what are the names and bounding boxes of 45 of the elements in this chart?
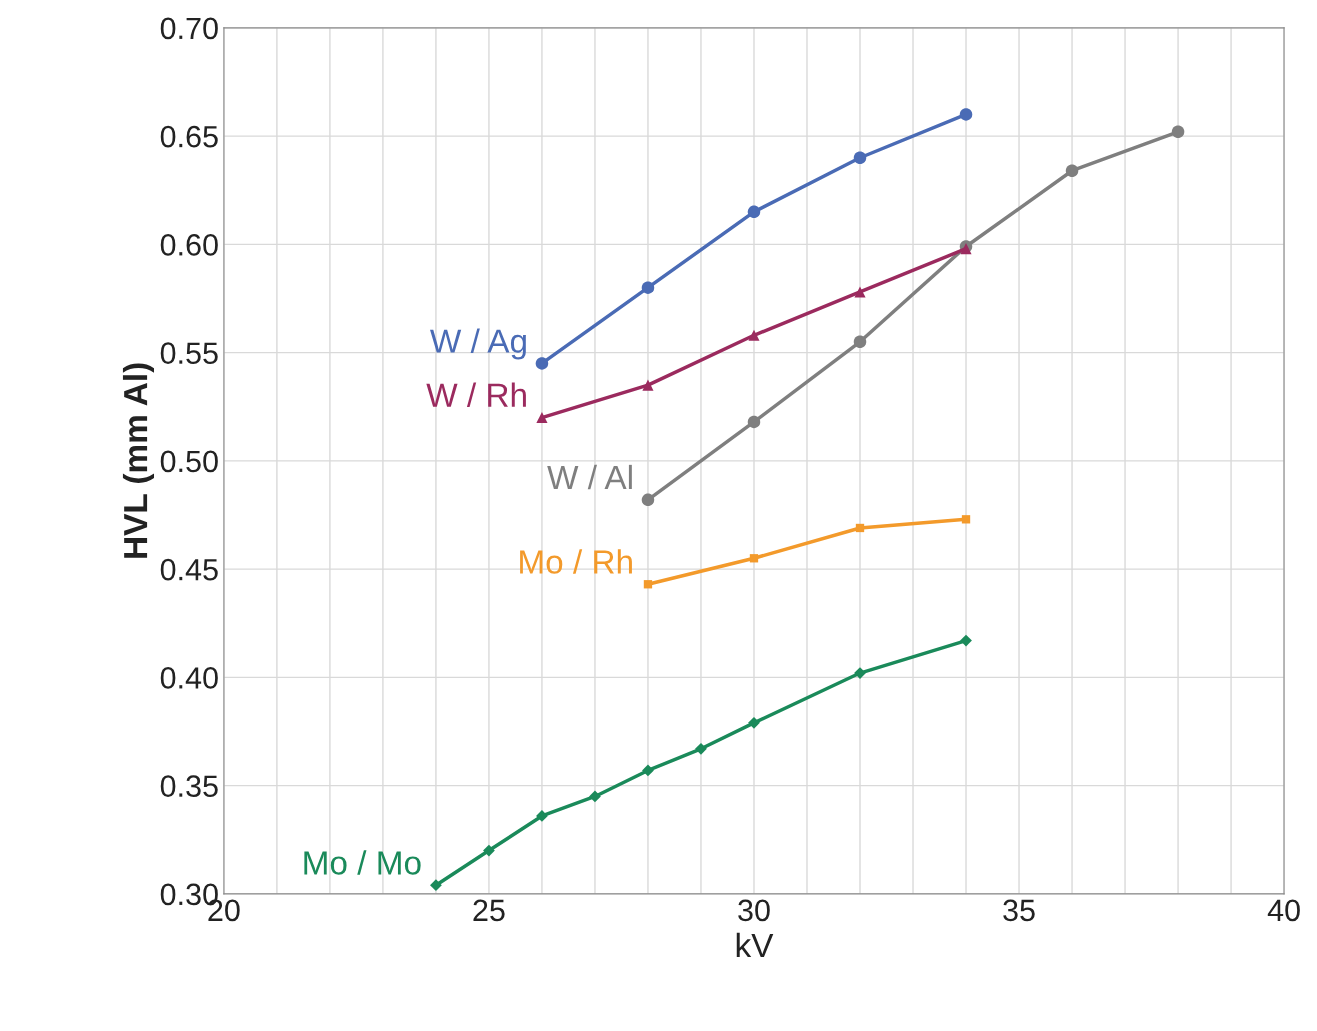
point xyxy=(641,493,655,507)
y-tick-label: 0.45 xyxy=(160,558,218,581)
point xyxy=(642,764,654,777)
y-tick-label: 0.55 xyxy=(160,342,218,364)
series-label: W / Ag xyxy=(430,328,526,360)
point xyxy=(1065,164,1079,177)
y-tick-label: 0.60 xyxy=(160,234,218,256)
x-axis-title: kV xyxy=(736,932,774,957)
series-label: Mo / Rh xyxy=(520,549,632,574)
point xyxy=(483,844,495,857)
point xyxy=(853,151,867,164)
point xyxy=(748,716,760,729)
point xyxy=(536,810,548,822)
y-tick-label: 0.65 xyxy=(160,125,218,148)
point xyxy=(1171,125,1185,139)
x-tick-label: 30 xyxy=(738,899,770,922)
series-label: W / Rh xyxy=(426,382,526,408)
point xyxy=(535,357,549,370)
point xyxy=(747,205,761,219)
point xyxy=(855,523,865,533)
point xyxy=(960,634,972,647)
point xyxy=(748,329,760,341)
point xyxy=(642,379,654,391)
y-tick-label: 0.70 xyxy=(160,17,218,40)
point xyxy=(747,415,761,429)
point xyxy=(854,286,866,298)
point xyxy=(961,515,971,524)
point xyxy=(589,790,601,803)
x-tick-label: 35 xyxy=(1003,899,1035,922)
series-label: Mo / Mo xyxy=(304,850,421,875)
point xyxy=(959,108,973,121)
series-label: W / Al xyxy=(547,464,632,490)
y-tick-label: 0.50 xyxy=(160,450,218,473)
point xyxy=(430,879,442,892)
x-tick-label: 40 xyxy=(1267,899,1300,922)
y-axis-title: HVL (mm Al) xyxy=(122,363,155,558)
x-tick-label: 25 xyxy=(473,899,505,922)
y-tick-label: 0.35 xyxy=(160,775,218,797)
point xyxy=(695,742,707,755)
point xyxy=(853,335,867,349)
point xyxy=(749,554,759,563)
point xyxy=(536,412,548,424)
point xyxy=(641,281,655,294)
y-tick-label: 0.40 xyxy=(160,667,218,689)
point xyxy=(643,580,653,589)
